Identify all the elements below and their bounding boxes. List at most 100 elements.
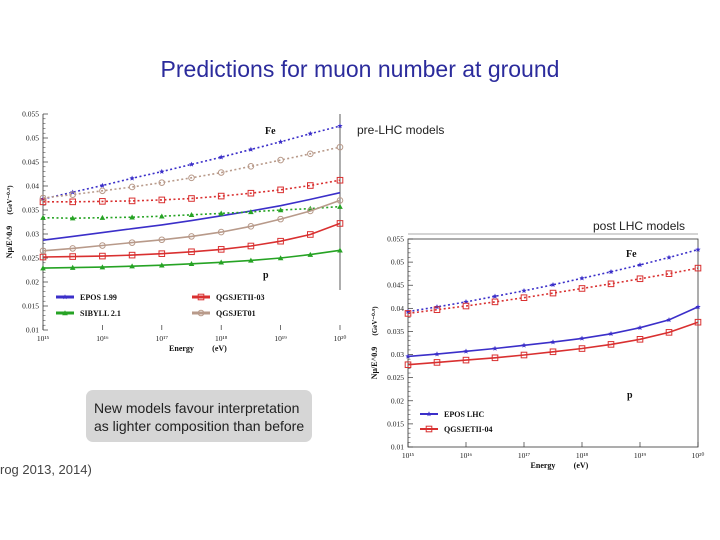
legend-item: QGSJETII-04: [420, 425, 492, 434]
y-axis-label: Nμ/E^0.9: [5, 226, 14, 259]
y-tick-label: 0.055: [387, 235, 404, 244]
data-point: [694, 264, 702, 272]
data-point: [307, 231, 314, 238]
data-point: [337, 123, 343, 129]
data-point: [336, 220, 344, 227]
data-point: [666, 254, 672, 260]
data-point: [307, 182, 314, 189]
y-tick-label: 0.025: [387, 373, 404, 382]
data-point: [99, 264, 106, 270]
x-tick-label: 10¹⁹: [274, 334, 287, 343]
data-point: [69, 215, 76, 221]
data-point: [128, 197, 136, 205]
data-point: [636, 275, 644, 283]
series-line-qgsjet01-p: [42, 199, 341, 252]
data-point: [336, 176, 344, 184]
y-axis-label: Nμ/E^0.9: [370, 347, 379, 380]
data-point: [277, 255, 284, 261]
x-axis-label: Energy: [169, 344, 194, 353]
p-label: p: [263, 270, 269, 281]
data-point: [247, 163, 255, 170]
data-point: [39, 247, 47, 255]
data-point: [217, 192, 225, 200]
data-point: [40, 214, 46, 220]
data-point: [99, 198, 106, 205]
series-line-qgsjetii-03-fe: [43, 179, 341, 203]
data-point: [608, 269, 614, 275]
legend-label: EPOS 1.99: [80, 293, 117, 302]
y-tick-label: 0.015: [387, 419, 404, 428]
data-point: [492, 293, 498, 299]
data-point: [188, 260, 195, 266]
data-point: [608, 330, 614, 337]
data-point: [337, 203, 343, 209]
y-tick-label: 0.035: [22, 206, 39, 215]
legend-marker: [197, 309, 205, 317]
data-point: [247, 189, 255, 197]
reference-text: rog 2013, 2014): [0, 462, 92, 477]
data-point: [129, 263, 135, 269]
fe-label: Fe: [626, 249, 637, 260]
data-point: [217, 246, 225, 253]
data-point: [218, 210, 224, 216]
data-point: [248, 257, 254, 263]
data-point: [277, 186, 284, 194]
data-point: [40, 265, 46, 271]
data-point: [336, 143, 344, 151]
data-point: [158, 196, 166, 204]
data-point: [695, 246, 701, 252]
pre-lhc-chart: 0.01 0.015 0.02 0.025 0.03 0.035 0.04 0.045 0.05…: [5, 110, 444, 354]
data-point: [307, 150, 314, 158]
x-tick-label: 10¹⁷: [518, 451, 531, 460]
data-point: [462, 302, 470, 310]
y-tick-label: 0.05: [391, 258, 404, 267]
callout-text: New models favour interpretation as ligh…: [94, 400, 305, 434]
series-line-epos-lhc-fe: [407, 248, 699, 313]
data-point: [159, 168, 165, 174]
data-point: [188, 195, 195, 202]
legend-item: QGSJET01: [192, 309, 256, 318]
legend-item: EPOS LHC: [420, 410, 484, 419]
y-tick-label: 0.04: [391, 304, 404, 313]
data-point: [404, 361, 412, 369]
data-point: [637, 324, 643, 331]
data-point: [520, 351, 528, 359]
data-point: [99, 182, 106, 188]
y-tick-label: 0.02: [391, 396, 404, 405]
legend-marker: [197, 293, 205, 301]
data-point: [99, 187, 106, 195]
x-tick-label: 10²⁰: [692, 451, 705, 460]
data-point: [158, 236, 166, 244]
series-line-qgsjet01-fe: [42, 146, 341, 199]
data-point: [695, 304, 701, 310]
panel-label: pre-LHC models: [357, 123, 444, 137]
data-point: [39, 198, 47, 206]
data-point: [549, 348, 557, 356]
legend-label: SIBYLL 2.1: [80, 309, 121, 318]
legend-label: QGSJETII-03: [216, 293, 264, 302]
data-point: [520, 294, 528, 302]
y-axis-unit: (GeV⁻⁰·⁹): [6, 185, 14, 215]
series-line-qgsjetii-04-p: [407, 321, 699, 366]
legend-label: EPOS LHC: [444, 410, 484, 419]
y-tick-label: 0.045: [22, 158, 39, 167]
data-point: [463, 348, 469, 354]
y-tick-label: 0.055: [22, 110, 39, 119]
data-point: [434, 351, 440, 357]
data-point: [550, 339, 556, 345]
data-point: [277, 156, 284, 164]
legend-marker: [62, 294, 68, 300]
data-point: [69, 245, 76, 252]
data-point: [39, 253, 47, 261]
data-point: [188, 161, 195, 167]
y-tick-label: 0.01: [391, 443, 404, 452]
data-point: [277, 215, 284, 223]
data-point: [277, 139, 284, 145]
x-tick-label: 10¹⁵: [402, 451, 415, 460]
x-tick-label: 10¹⁸: [576, 451, 589, 460]
data-point: [307, 251, 314, 257]
data-point: [579, 275, 585, 281]
y-tick-label: 0.02: [26, 278, 39, 287]
y-tick-label: 0.035: [387, 327, 404, 336]
